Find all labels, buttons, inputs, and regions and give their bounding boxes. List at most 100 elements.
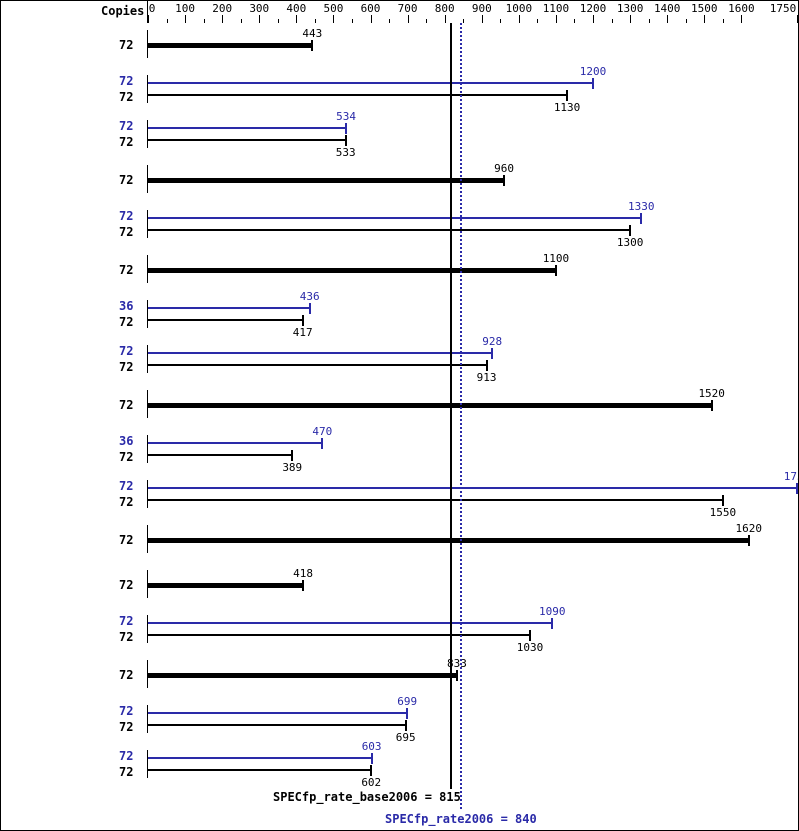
base-bar-end <box>566 90 568 101</box>
axis-major-tick <box>630 15 631 23</box>
axis-minor-tick <box>426 19 427 23</box>
axis-tick-label: 100 <box>175 2 196 15</box>
axis-major-tick <box>222 15 223 23</box>
peak-bar <box>148 442 323 444</box>
base-bar-end <box>405 720 407 731</box>
axis-tick-label: 1600 <box>728 2 755 15</box>
axis-tick-label: 1100 <box>542 2 570 15</box>
peak-bar-end <box>796 483 798 494</box>
base-bar <box>148 94 568 96</box>
peak-copies: 72 <box>119 74 134 88</box>
row-axis-line <box>147 480 148 508</box>
axis-minor-tick <box>537 19 538 23</box>
axis-tick-label: 600 <box>360 2 381 15</box>
base-bar <box>148 583 304 588</box>
peak-bar <box>148 307 310 309</box>
peak-bar-end <box>309 303 311 314</box>
peak-bar-end <box>551 618 553 629</box>
axis-tick-label: 200 <box>212 2 233 15</box>
base-value-label: 443 <box>302 27 323 40</box>
base-bar <box>148 538 749 543</box>
base-value-label: 1030 <box>516 641 544 654</box>
axis-major-tick <box>704 15 705 23</box>
axis-major-tick <box>593 15 594 23</box>
base-value-label: 1300 <box>616 236 644 249</box>
base-bar <box>148 139 346 141</box>
base-bar-end <box>302 315 304 326</box>
base-bar <box>148 724 406 726</box>
base-bar <box>148 319 303 321</box>
peak-bar-end <box>321 438 323 449</box>
axis-tick-label: 0 <box>148 2 156 15</box>
axis-tick-label: 1400 <box>653 2 681 15</box>
base-bar <box>148 634 530 636</box>
base-value-label: 417 <box>292 326 313 339</box>
copies-header: Copies <box>101 4 145 18</box>
base-value-label: 418 <box>293 567 313 580</box>
base-bar-end <box>291 450 293 461</box>
base-copies: 72 <box>119 533 134 547</box>
row-axis-line <box>147 570 148 598</box>
base-bar <box>148 403 712 408</box>
peak-bar <box>148 487 797 489</box>
peak-bar <box>148 82 594 84</box>
axis-major-tick <box>296 15 297 23</box>
base-bar <box>148 454 293 456</box>
axis-major-tick <box>333 15 334 23</box>
row-axis-line <box>147 120 148 148</box>
axis-minor-tick <box>352 19 353 23</box>
base-copies: 72 <box>119 720 134 734</box>
peak-bar <box>148 712 408 714</box>
axis-tick-label: 1750 <box>769 2 797 15</box>
axis-major-tick <box>797 15 798 23</box>
base-bar-end <box>555 265 557 276</box>
base-mean-line <box>450 23 452 789</box>
axis-minor-tick <box>574 19 575 23</box>
row-axis-line <box>147 345 148 373</box>
row-axis-line <box>147 435 148 463</box>
base-copies: 72 <box>119 450 134 464</box>
peak-copies: 72 <box>119 209 134 223</box>
base-value-label: 533 <box>335 146 356 159</box>
axis-minor-tick <box>278 19 279 23</box>
peak-bar-end <box>592 78 594 89</box>
axis-major-tick <box>259 15 260 23</box>
base-bar-end <box>370 765 372 776</box>
peak-value-label: 928 <box>482 335 503 348</box>
peak-value-label: 1200 <box>579 65 607 78</box>
base-bar <box>148 43 313 48</box>
axis-tick-label: 1300 <box>616 2 644 15</box>
axis-major-tick <box>445 15 446 23</box>
base-copies: 72 <box>119 360 134 374</box>
base-bar <box>148 499 723 501</box>
axis-tick-label: 700 <box>397 2 418 15</box>
axis-major-tick <box>148 15 149 23</box>
base-copies: 72 <box>119 668 134 682</box>
base-value-label: 1130 <box>553 101 581 114</box>
peak-value-label: 1090 <box>538 605 566 618</box>
peak-bar <box>148 127 347 129</box>
base-summary-label: SPECfp_rate_base2006 = 815 <box>273 790 461 804</box>
peak-value-label: 603 <box>361 740 382 753</box>
row-axis-line <box>147 30 148 58</box>
row-axis-line <box>147 300 148 328</box>
peak-copies: 72 <box>119 344 134 358</box>
row-axis-line <box>147 165 148 193</box>
base-bar <box>148 268 556 273</box>
axis-tick-label: 900 <box>471 2 492 15</box>
axis-tick-label: 1000 <box>505 2 533 15</box>
row-axis-line <box>147 75 148 103</box>
row-axis-line <box>147 615 148 643</box>
axis-start-line <box>147 1 148 23</box>
axis-minor-tick <box>612 19 613 23</box>
base-bar-end <box>302 580 304 591</box>
base-copies: 72 <box>119 38 134 52</box>
peak-bar-end <box>345 123 347 134</box>
base-value-label: 1100 <box>542 252 570 265</box>
peak-value-label: 470 <box>312 425 333 438</box>
base-bar <box>148 769 372 771</box>
peak-bar <box>148 352 493 354</box>
base-value-label: 913 <box>476 371 497 384</box>
axis-tick-label: 500 <box>323 2 344 15</box>
